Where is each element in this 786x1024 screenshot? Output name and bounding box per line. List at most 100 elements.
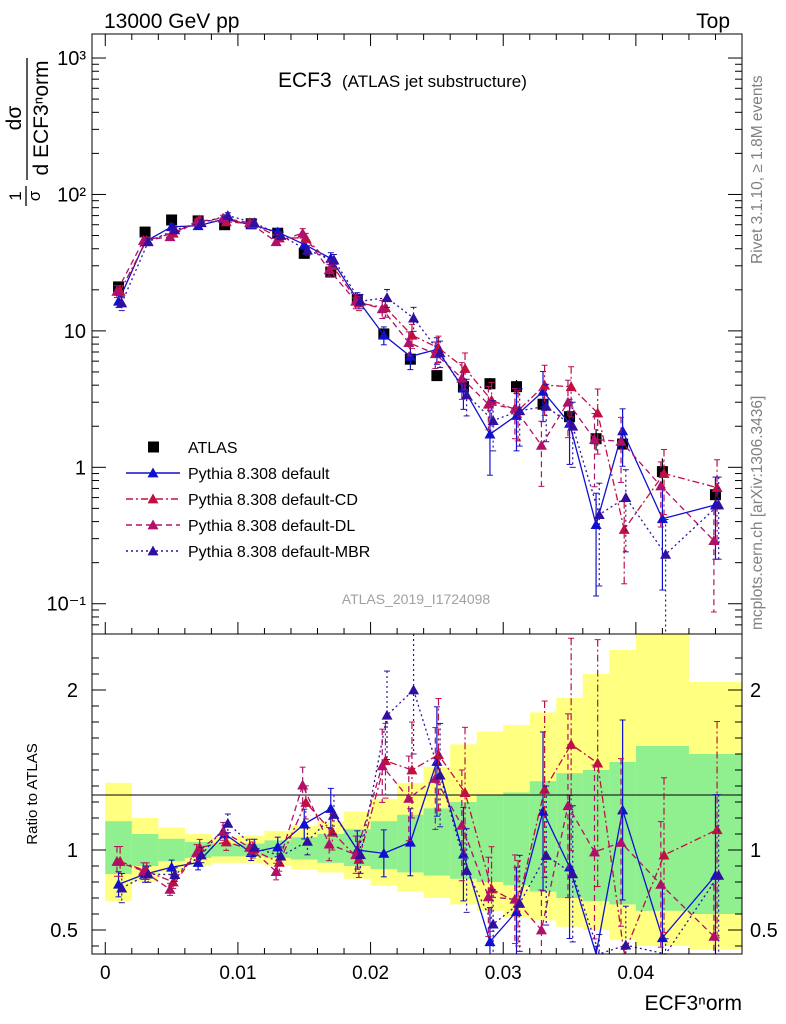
y-title-one: 1 <box>6 191 25 200</box>
ratio-point <box>275 850 287 861</box>
series-dl <box>111 212 720 613</box>
mc-point <box>565 381 577 392</box>
ratio-point <box>562 800 574 811</box>
ratio-point <box>297 779 309 790</box>
ratio-point <box>514 897 526 908</box>
x-tick-label: 0.03 <box>485 963 522 984</box>
mc-point <box>381 292 393 303</box>
ratio-y-tick-label: 0.5 <box>50 920 78 942</box>
ratio-point <box>456 819 468 830</box>
ratio-point <box>192 857 204 867</box>
plot-title: ECF3 (ATLAS jet substructure) <box>278 69 527 92</box>
mc-point <box>275 230 287 240</box>
mc-point <box>323 264 335 275</box>
mc-point <box>540 400 552 411</box>
mc-point <box>217 212 229 223</box>
ratio-point <box>408 684 420 695</box>
series-line-cd <box>119 219 718 532</box>
main-panel: 10⁻¹ 1 10 10² 10³ <box>47 33 743 635</box>
ratio-y-tick-label: 2 <box>750 680 761 702</box>
mc-point <box>562 396 574 407</box>
mc-point <box>434 347 446 358</box>
x-axis-label: ECF3ⁿorm <box>644 992 742 1015</box>
mc-point <box>248 217 260 228</box>
ratio-point <box>711 824 723 835</box>
y-title-dsigma: dσ <box>3 106 26 131</box>
legend-item-cd: Pythia 8.308 default-CD <box>126 492 358 509</box>
mc-point <box>537 385 549 396</box>
series-line-mbr <box>121 214 720 556</box>
mc-point <box>620 492 632 502</box>
plot-title-main: ECF3 <box>278 69 332 92</box>
main-series <box>111 210 725 635</box>
mc-point <box>164 231 176 242</box>
ratio-point <box>301 835 313 846</box>
ratio-point <box>620 939 632 950</box>
y-tick-label: 10⁻¹ <box>47 594 87 616</box>
ratio-point <box>406 764 418 775</box>
mc-point <box>403 337 415 348</box>
mc-point <box>567 420 579 431</box>
ratio-band-inner <box>131 834 159 866</box>
legend-label: Pythia 8.308 default-CD <box>188 492 358 509</box>
x-tick-label: 0.01 <box>219 963 256 984</box>
ratio-y-ticks: 0.5 0.5 1 1 2 2 <box>50 657 778 947</box>
ratio-point <box>429 773 441 783</box>
mc-point <box>713 499 725 510</box>
legend-label: ATLAS <box>188 440 238 457</box>
mc-point <box>195 217 207 228</box>
mcplots-label: mcplots.cern.ch [arXiv:1306.3436] <box>749 396 766 630</box>
header-left: 13000 GeV pp <box>104 10 239 33</box>
series-mbr <box>116 210 725 635</box>
ratio-point <box>116 882 128 893</box>
ratio-y-tick-label: 2 <box>67 680 78 702</box>
legend-marker <box>147 493 159 504</box>
ratio-point <box>535 924 547 935</box>
ratio-point <box>484 936 496 947</box>
mc-point <box>482 398 494 409</box>
rivet-version-label: Rivet 3.1.10, ≥ 1.8M events <box>749 75 766 264</box>
ratio-point <box>403 792 415 803</box>
x-tick-label: 0 <box>100 963 111 984</box>
ratio-point <box>300 796 312 807</box>
ratio-frame <box>91 633 743 955</box>
mc-point <box>708 535 720 546</box>
mc-point <box>169 224 181 235</box>
y-title-sigma: σ <box>25 190 44 201</box>
mc-point <box>711 482 723 492</box>
ratio-point <box>457 848 469 859</box>
ratio-line-mbr <box>121 688 720 955</box>
ratio-point <box>461 865 473 875</box>
ratio-point <box>713 869 725 880</box>
ratio-point <box>217 825 229 836</box>
legend-marker <box>147 545 159 556</box>
mc-point <box>459 362 471 373</box>
series-line-default <box>117 218 716 528</box>
mc-point <box>301 244 313 255</box>
ratio-point <box>510 906 522 916</box>
mc-point <box>378 329 390 340</box>
ratio-point <box>567 868 579 879</box>
series-line-dl <box>116 217 715 542</box>
ratio-line-cd <box>119 743 718 957</box>
ratio-point <box>509 893 521 904</box>
mc-point <box>618 524 630 534</box>
ratio-point <box>220 836 232 847</box>
ratio-series-mbr <box>116 633 725 955</box>
ratio-point <box>539 783 551 794</box>
ratio-point <box>615 836 627 847</box>
data-point <box>431 370 443 382</box>
ratio-bands <box>105 634 742 950</box>
y-title-decf: d ECF3ⁿorm <box>30 60 53 175</box>
x-tick-label: 0.04 <box>617 963 654 984</box>
ratio-point <box>142 868 154 879</box>
header-right: Top <box>696 10 730 33</box>
ratio-point <box>195 849 207 860</box>
ratio-point <box>376 760 388 771</box>
ratio-point <box>328 808 340 819</box>
mc-point <box>535 439 547 450</box>
mc-point <box>142 236 154 247</box>
ratio-series <box>111 633 725 957</box>
mc-point <box>590 519 602 530</box>
